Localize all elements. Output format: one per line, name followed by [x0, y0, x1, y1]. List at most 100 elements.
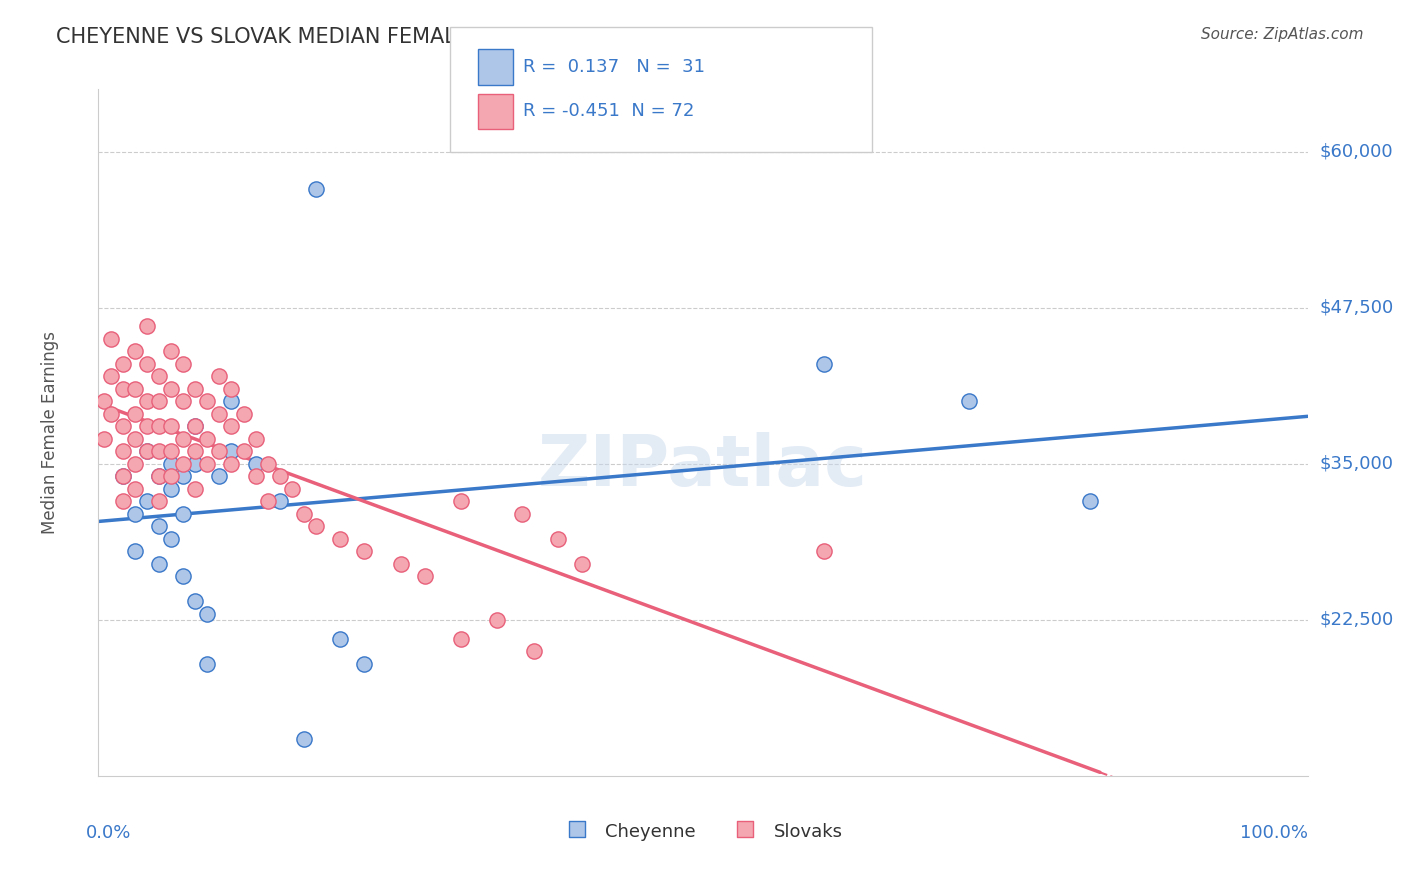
Point — [813, 544, 835, 558]
Point — [486, 613, 509, 627]
Point — [305, 182, 328, 196]
Point — [571, 557, 593, 571]
Point — [221, 419, 243, 434]
Point — [148, 469, 170, 483]
Point — [389, 557, 412, 571]
Text: R =  0.137   N =  31: R = 0.137 N = 31 — [523, 58, 704, 76]
Point — [160, 482, 183, 496]
Point — [111, 494, 134, 508]
Point — [124, 344, 146, 359]
Point — [100, 407, 122, 421]
Point — [100, 332, 122, 346]
Text: 0.0%: 0.0% — [86, 824, 132, 842]
Point — [160, 344, 183, 359]
Point — [184, 482, 207, 496]
Text: $60,000: $60,000 — [1320, 143, 1393, 161]
Text: Source: ZipAtlas.com: Source: ZipAtlas.com — [1201, 27, 1364, 42]
Text: $47,500: $47,500 — [1320, 299, 1393, 317]
Point — [124, 382, 146, 396]
Point — [184, 419, 207, 434]
Point — [195, 394, 218, 409]
Point — [172, 507, 194, 521]
Point — [135, 419, 157, 434]
Point — [172, 569, 194, 583]
Point — [160, 469, 183, 483]
Point — [160, 457, 183, 471]
Point — [353, 544, 375, 558]
Point — [221, 394, 243, 409]
Point — [111, 382, 134, 396]
Point — [184, 457, 207, 471]
Point — [172, 432, 194, 446]
Point — [135, 494, 157, 508]
Point — [124, 482, 146, 496]
Point — [208, 407, 231, 421]
Point — [93, 394, 115, 409]
Point — [124, 544, 146, 558]
Point — [305, 519, 328, 533]
Point — [232, 407, 254, 421]
Point — [256, 457, 278, 471]
Point — [245, 469, 267, 483]
Point — [813, 357, 835, 371]
Point — [160, 532, 183, 546]
Point — [135, 394, 157, 409]
Point — [184, 594, 207, 608]
Point — [256, 494, 278, 508]
Point — [195, 607, 218, 621]
Point — [208, 469, 231, 483]
Point — [329, 632, 352, 646]
Point — [184, 419, 207, 434]
Point — [148, 419, 170, 434]
Point — [269, 494, 291, 508]
Point — [148, 519, 170, 533]
Point — [160, 382, 183, 396]
Point — [232, 444, 254, 458]
Point — [111, 444, 134, 458]
Point — [957, 394, 980, 409]
Point — [148, 394, 170, 409]
Text: $35,000: $35,000 — [1320, 455, 1393, 473]
Point — [195, 657, 218, 671]
Point — [292, 507, 315, 521]
Point — [124, 507, 146, 521]
Point — [221, 457, 243, 471]
Point — [245, 432, 267, 446]
Text: CHEYENNE VS SLOVAK MEDIAN FEMALE EARNINGS CORRELATION CHART: CHEYENNE VS SLOVAK MEDIAN FEMALE EARNING… — [56, 27, 815, 46]
Point — [245, 457, 267, 471]
Point — [510, 507, 533, 521]
Point — [172, 457, 194, 471]
Point — [292, 731, 315, 746]
Point — [208, 369, 231, 384]
Point — [124, 457, 146, 471]
Point — [148, 444, 170, 458]
Point — [195, 457, 218, 471]
Point — [184, 444, 207, 458]
Point — [184, 382, 207, 396]
Point — [523, 644, 546, 658]
Point — [281, 482, 304, 496]
Point — [172, 357, 194, 371]
Point — [93, 432, 115, 446]
Point — [450, 494, 472, 508]
Point — [135, 444, 157, 458]
Text: R = -0.451  N = 72: R = -0.451 N = 72 — [523, 103, 695, 120]
Point — [160, 419, 183, 434]
Point — [111, 469, 134, 483]
Point — [111, 419, 134, 434]
Point — [172, 469, 194, 483]
Point — [148, 557, 170, 571]
Point — [111, 469, 134, 483]
Point — [195, 432, 218, 446]
Point — [124, 432, 146, 446]
Point — [172, 394, 194, 409]
Point — [353, 657, 375, 671]
Point — [160, 444, 183, 458]
Point — [547, 532, 569, 546]
Point — [111, 357, 134, 371]
Point — [413, 569, 436, 583]
Text: Median Female Earnings: Median Female Earnings — [41, 331, 59, 534]
Point — [124, 407, 146, 421]
Text: $22,500: $22,500 — [1320, 611, 1393, 629]
Point — [135, 444, 157, 458]
